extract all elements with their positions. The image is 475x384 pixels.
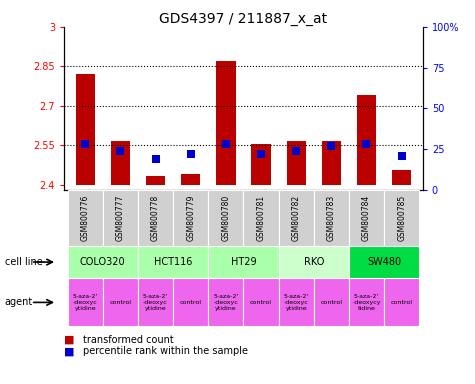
Text: GSM800783: GSM800783 [327,195,336,241]
Text: control: control [320,300,342,305]
Text: control: control [390,300,413,305]
Point [257,151,265,157]
Bar [146,175,165,185]
Bar [138,278,173,326]
Point [152,156,159,162]
Point [81,141,89,147]
Text: GSM800776: GSM800776 [81,195,90,241]
Text: 5-aza-2'
-deoxyc
ytidine: 5-aza-2' -deoxyc ytidine [143,294,168,311]
Text: GSM800781: GSM800781 [256,195,266,241]
Text: transformed count: transformed count [83,335,174,345]
Bar [173,278,208,326]
Bar [322,141,341,185]
Bar [244,190,279,246]
Bar [216,61,236,185]
Text: HT29: HT29 [231,257,256,267]
Bar [181,174,200,185]
Point [293,148,300,154]
Point [116,148,124,154]
Bar [138,246,208,278]
Bar [392,170,411,185]
Bar [103,190,138,246]
Bar [67,278,103,326]
Text: HCT116: HCT116 [154,257,192,267]
Bar [286,141,306,185]
Bar [138,190,173,246]
Bar [349,190,384,246]
Text: GSM800777: GSM800777 [116,195,125,241]
Title: GDS4397 / 211887_x_at: GDS4397 / 211887_x_at [160,12,327,26]
Text: GSM800782: GSM800782 [292,195,301,241]
Text: percentile rank within the sample: percentile rank within the sample [83,346,248,356]
Bar [67,190,103,246]
Bar [76,74,95,185]
Text: cell line: cell line [5,257,42,267]
Text: 5-aza-2'
-deoxyc
ytidine: 5-aza-2' -deoxyc ytidine [213,294,238,311]
Bar [384,278,419,326]
Text: 5-aza-2'
-deoxycy
tidine: 5-aza-2' -deoxycy tidine [352,294,381,311]
Text: SW480: SW480 [367,257,401,267]
Bar [279,190,314,246]
Text: 5-aza-2'
-deoxyc
ytidine: 5-aza-2' -deoxyc ytidine [73,294,98,311]
Text: ■: ■ [64,335,75,345]
Text: ■: ■ [64,346,75,356]
Bar [208,246,279,278]
Bar [251,144,271,185]
Text: control: control [180,300,202,305]
Point [187,151,194,157]
Bar [208,190,244,246]
Text: 5-aza-2'
-deoxyc
ytidine: 5-aza-2' -deoxyc ytidine [284,294,309,311]
Text: GSM800785: GSM800785 [397,195,406,241]
Text: COLO320: COLO320 [80,257,125,267]
Point [398,153,406,159]
Point [222,141,229,147]
Bar [111,141,130,185]
Point [363,141,371,147]
Bar [244,278,279,326]
Bar [357,95,376,185]
Bar [279,246,349,278]
Text: GSM800784: GSM800784 [362,195,371,241]
Bar [208,278,244,326]
Bar [384,190,419,246]
Text: control: control [250,300,272,305]
Bar [314,190,349,246]
Text: GSM800779: GSM800779 [186,195,195,241]
Bar [173,190,208,246]
Bar [349,246,419,278]
Point [328,143,335,149]
Bar [103,278,138,326]
Bar [279,278,314,326]
Bar [349,278,384,326]
Bar [67,246,138,278]
Text: GSM800780: GSM800780 [221,195,230,241]
Text: control: control [109,300,132,305]
Text: GSM800778: GSM800778 [151,195,160,241]
Bar [314,278,349,326]
Text: agent: agent [5,297,33,308]
Text: RKO: RKO [304,257,324,267]
